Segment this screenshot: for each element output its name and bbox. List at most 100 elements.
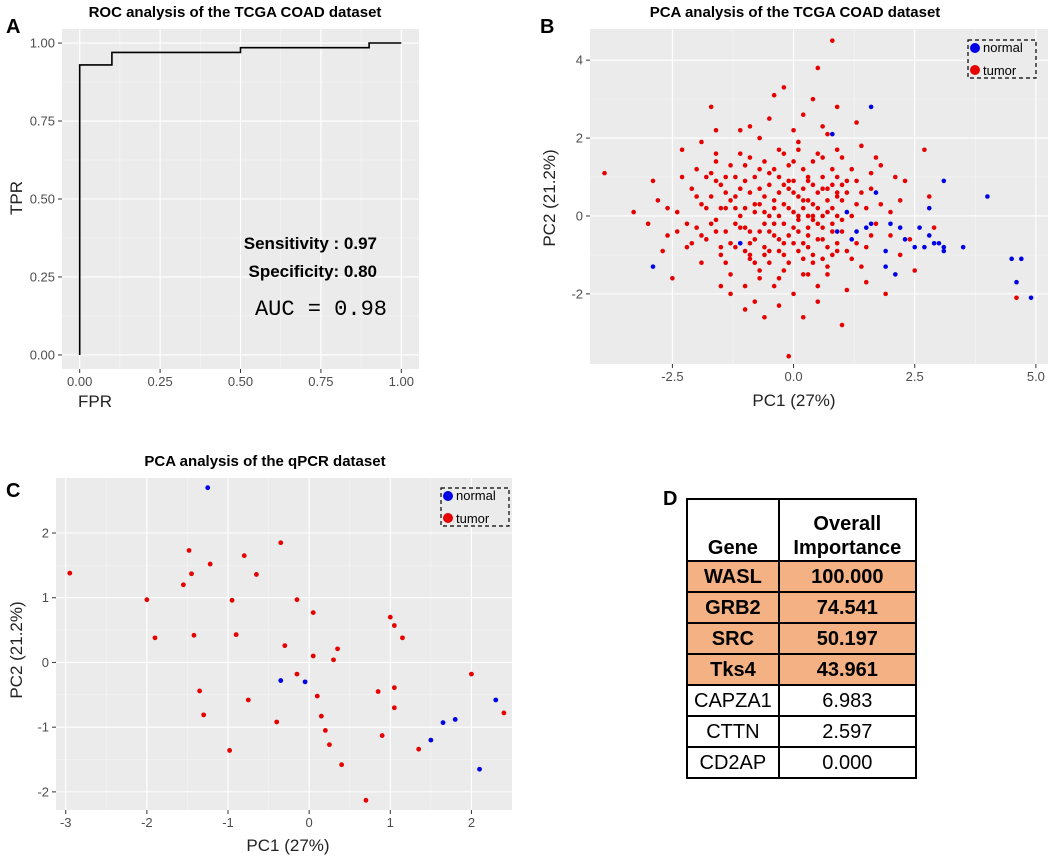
- roc-chart: ROC analysis of the TCGA COAD dataset 0.…: [7, 4, 419, 411]
- tumor-point: [854, 240, 859, 246]
- tumor-point: [820, 213, 825, 219]
- gene-cell: CTTN: [686, 715, 780, 748]
- tumor-point: [820, 174, 825, 180]
- tumor-point: [331, 657, 336, 663]
- x-tick-label: -2.5: [661, 369, 683, 384]
- tumor-point: [786, 178, 792, 184]
- tumor-point: [318, 713, 324, 719]
- normal-point: [873, 190, 879, 195]
- tumor-point: [762, 252, 767, 258]
- tumor-point: [718, 182, 724, 188]
- normal-point: [854, 229, 859, 234]
- pca-qpcr-title: PCA analysis of the qPCR dataset: [144, 453, 385, 470]
- tumor-point: [834, 190, 840, 195]
- tumor-point: [728, 163, 733, 168]
- tumor-point: [825, 272, 830, 277]
- x-tick-label: 0.00: [67, 374, 92, 389]
- roc-auc: AUC = 0.98: [255, 297, 387, 322]
- tumor-point: [723, 205, 729, 211]
- tumor-point: [713, 217, 719, 223]
- tumor-point: [781, 252, 787, 258]
- tumor-point: [776, 174, 782, 180]
- tumor-point: [704, 237, 709, 242]
- tumor-point: [747, 252, 753, 258]
- tumor-point: [781, 182, 787, 188]
- importance-value-cell: 100.000: [777, 560, 917, 593]
- tumor-point: [363, 797, 369, 803]
- tumor-point: [893, 174, 898, 180]
- tumor-point: [684, 221, 690, 227]
- roc-curve-group: [78, 42, 402, 355]
- normal-point: [931, 240, 937, 246]
- tumor-point: [834, 213, 840, 219]
- tumor-point: [834, 194, 840, 199]
- tumor-point: [757, 166, 762, 172]
- tumor-point: [931, 225, 937, 230]
- tumor-point: [718, 205, 724, 211]
- tumor-point: [713, 229, 719, 234]
- tumor-point: [786, 260, 792, 266]
- gene-cell: GRB2: [686, 591, 780, 624]
- tumor-point: [747, 155, 753, 160]
- tumor-point: [859, 264, 864, 269]
- importance-value-cell: 74.541: [777, 591, 917, 624]
- tumor-point: [771, 221, 777, 227]
- tumor-point: [660, 248, 665, 254]
- tumor-point: [767, 182, 772, 188]
- tumor-point: [718, 283, 724, 289]
- tumor-point: [233, 632, 239, 638]
- tumor-point: [796, 213, 801, 219]
- tumor-point: [897, 198, 903, 203]
- tumor-point: [723, 190, 729, 195]
- tumor-point: [747, 240, 753, 246]
- tumor-point: [733, 174, 738, 180]
- tumor-point: [781, 151, 787, 156]
- y-tick-label: 1: [42, 590, 49, 605]
- x-tick-label: 1.00: [389, 374, 414, 389]
- tumor-point: [674, 209, 680, 215]
- tumor-point: [839, 182, 845, 188]
- x-tick-label: 0: [306, 815, 313, 830]
- gene-cell: Tks4: [686, 653, 780, 686]
- roc-specificity: Specificity: 0.80: [248, 262, 377, 281]
- tumor-point: [391, 623, 397, 628]
- pca-qpcr-points: [67, 485, 507, 803]
- panel-label-b: B: [540, 16, 554, 38]
- roc-curve: [78, 42, 402, 355]
- tumor-point: [144, 597, 150, 603]
- tumor-point: [723, 260, 729, 266]
- tumor-point: [699, 201, 704, 207]
- tumor-point: [820, 237, 825, 242]
- tumor-point: [786, 186, 792, 192]
- tumor-point: [665, 205, 670, 211]
- pca-qpcr-legend-tumor: tumor: [456, 511, 490, 526]
- tumor-point: [825, 264, 830, 269]
- y-tick-label: 0.00: [30, 347, 55, 362]
- importance-value-cell: 50.197: [777, 622, 917, 655]
- tumor-point: [800, 314, 806, 320]
- gene-column-header: Gene: [686, 498, 780, 562]
- tumor-point: [844, 248, 850, 254]
- pca-tcga-legend-tumor: tumor: [983, 63, 1017, 78]
- tumor-point: [873, 221, 879, 227]
- tumor-point: [747, 229, 753, 234]
- tumor-point: [375, 689, 381, 694]
- tumor-point: [791, 225, 796, 230]
- tumor-point: [400, 635, 405, 641]
- tumor-point: [645, 221, 651, 227]
- tumor-point: [314, 693, 320, 699]
- normal-point: [477, 766, 482, 772]
- normal-point: [960, 244, 966, 250]
- tumor-point: [310, 653, 316, 659]
- tumor-point: [728, 291, 733, 297]
- pca-tcga-legend-tumor-marker: [970, 65, 980, 75]
- tumor-point: [771, 198, 777, 203]
- tumor-point: [810, 252, 816, 258]
- tumor-point: [67, 570, 73, 576]
- tumor-point: [805, 213, 811, 219]
- tumor-point: [776, 248, 782, 254]
- x-tick-label: 5.0: [1027, 369, 1045, 384]
- tumor-point: [815, 221, 821, 227]
- y-tick-label: -1: [37, 720, 49, 735]
- tumor-point: [786, 233, 792, 238]
